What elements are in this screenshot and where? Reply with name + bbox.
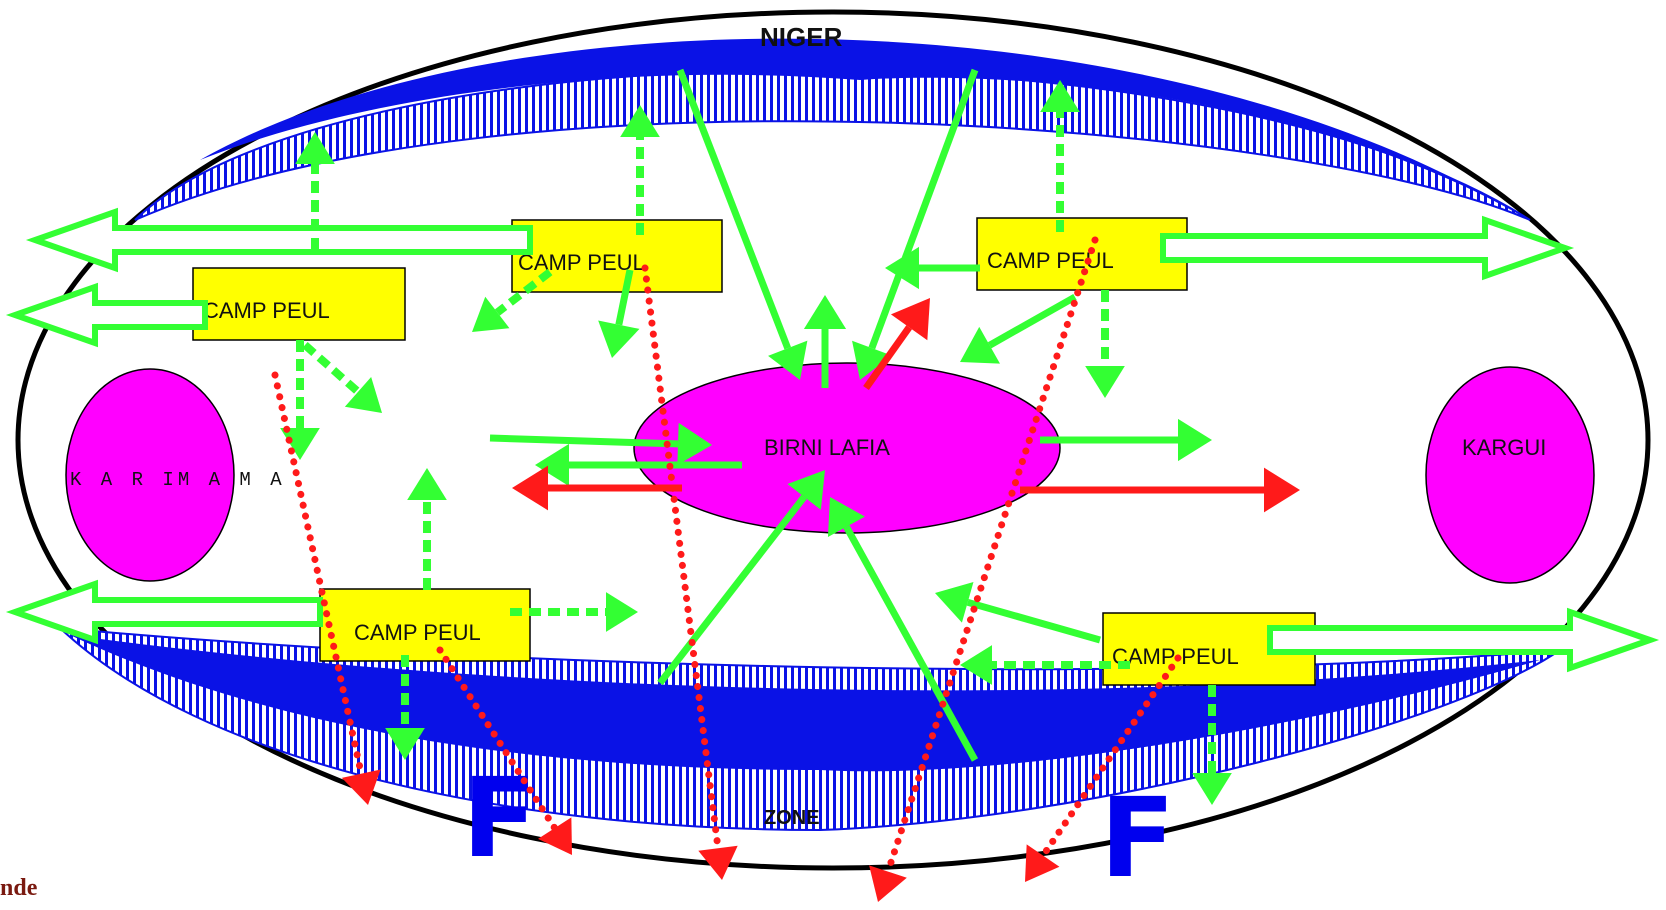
hollow-arrow-west-mid <box>5 282 208 348</box>
red-dotted-arrow-3 <box>641 264 738 880</box>
green-arrow-8 <box>1040 418 1212 462</box>
zone-label: ZONE <box>764 807 820 829</box>
green-dotted-arrow-9 <box>510 592 638 632</box>
corner-text: nde <box>0 875 38 901</box>
town-karimama-label: K A R IM A M A <box>70 469 286 491</box>
green-arrow-2 <box>852 68 979 380</box>
f-mark-left: F <box>462 754 537 882</box>
green-dotted-arrow-7 <box>472 268 553 332</box>
red-arrow-east <box>1020 467 1300 513</box>
red-arrow-north <box>863 298 930 391</box>
town-kargui <box>1425 366 1595 584</box>
camp-label-2: CAMP PEUL <box>203 298 330 323</box>
river-name: NIGER <box>760 22 843 52</box>
green-dotted-arrow-2 <box>620 105 660 235</box>
green-arrow-4 <box>885 246 980 290</box>
green-dotted-arrow-11 <box>960 645 1130 685</box>
red-dotted-arrow-1 <box>271 371 381 805</box>
red-dotted-arrow-5 <box>1025 654 1182 882</box>
green-dotted-arrow-8 <box>407 468 447 590</box>
red-dotted-arrow-2 <box>436 646 572 855</box>
niger-river <box>134 38 1531 221</box>
green-arrow-7 <box>535 443 742 487</box>
town-karimama <box>65 368 235 582</box>
camp-label-1: CAMP PEUL <box>518 250 645 275</box>
green-arrow-3 <box>803 295 847 388</box>
green-arrow-10 <box>827 497 979 762</box>
green-dotted-arrow-1 <box>295 132 335 250</box>
hollow-arrow-east-top <box>1160 215 1575 281</box>
green-arrow-9 <box>657 470 825 686</box>
green-arrow-1 <box>676 68 808 380</box>
hollow-arrow-east-bottom <box>1267 607 1660 673</box>
flow-arrows <box>5 68 1660 902</box>
red-dotted-arrow-4 <box>869 236 1099 902</box>
green-arrow-5 <box>960 293 1077 364</box>
green-dotted-arrow-12 <box>1192 685 1232 805</box>
hollow-arrow-west-top <box>25 207 533 273</box>
green-dotted-arrow-4 <box>1085 290 1125 398</box>
green-dotted-arrow-3 <box>1040 80 1080 232</box>
hollow-arrow-west-bottom <box>5 579 323 645</box>
green-arrow-11 <box>935 582 1101 644</box>
red-arrow-west <box>512 465 682 511</box>
camp-label-4: CAMP PEUL <box>354 620 481 645</box>
f-mark-right: F <box>1100 774 1175 902</box>
camp-box-2 <box>192 267 406 341</box>
camp-box-1 <box>511 219 723 293</box>
town-birni-lafia-label: BIRNI LAFIA <box>764 435 890 460</box>
green-dotted-arrow-5 <box>280 340 320 460</box>
green-arrow-12 <box>598 269 640 358</box>
green-dotted-arrow-6 <box>302 342 382 413</box>
town-kargui-label: KARGUI <box>1462 435 1546 460</box>
green-dotted-arrow-10 <box>385 655 425 760</box>
green-arrow-6 <box>489 422 712 465</box>
camp-box-4 <box>319 588 531 662</box>
camp-box-3 <box>976 217 1188 291</box>
